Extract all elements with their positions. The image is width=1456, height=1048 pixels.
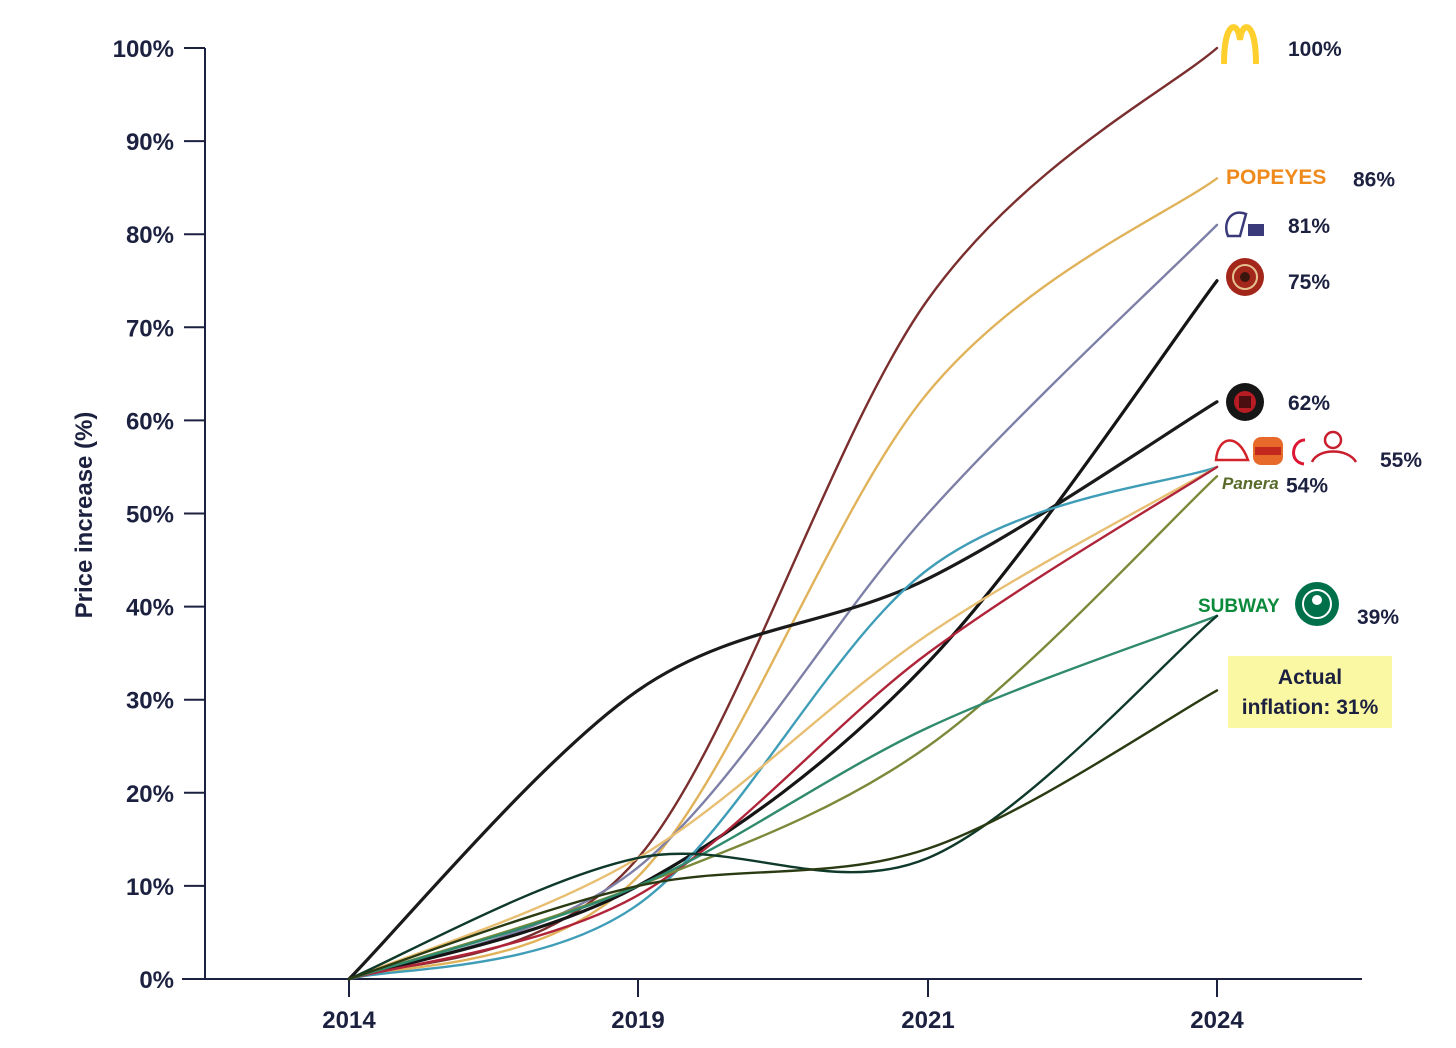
wendys-icon — [1312, 432, 1356, 462]
panera-logo: Panera — [1222, 474, 1279, 493]
subway-logo: SUBWAY — [1198, 596, 1280, 617]
popeyes-logo: POPEYES — [1226, 166, 1326, 189]
wingstop-icon — [1226, 383, 1264, 421]
y-axis-label: Price increase (%) — [71, 412, 98, 619]
y-tick-label: 60% — [126, 408, 174, 435]
y-tick-label: 20% — [126, 781, 174, 808]
series-line-8 — [349, 467, 1217, 979]
end-label-39: 39% — [1357, 606, 1399, 629]
end-label-81: 81% — [1288, 215, 1330, 238]
y-tick-label: 80% — [126, 222, 174, 249]
y-tick-label: 50% — [126, 502, 174, 529]
end-label-54: 54% — [1286, 474, 1328, 497]
y-tick-label: 70% — [126, 315, 174, 342]
chick-fil-a-icon — [1294, 440, 1305, 464]
burger-king-icon — [1253, 437, 1283, 465]
series-line-7 — [349, 467, 1217, 979]
series-line-2 — [349, 178, 1217, 979]
chipotle-icon — [1226, 258, 1264, 296]
brand-logos: POPEYES Panera SUBWAY — [1198, 27, 1356, 626]
x-tick-label: 2021 — [901, 1007, 954, 1034]
end-label-62: 62% — [1288, 392, 1330, 415]
y-tick-label: 100% — [113, 36, 174, 63]
series-line-9 — [349, 476, 1217, 979]
y-tick-label: 0% — [139, 967, 174, 994]
end-label-100: 100% — [1288, 38, 1342, 61]
y-tick-label: 30% — [126, 688, 174, 715]
mcdonalds-arches-icon — [1224, 27, 1256, 64]
series-line-12 — [349, 690, 1217, 979]
arbys-icon — [1216, 440, 1248, 460]
y-tick-label: 40% — [126, 595, 174, 622]
series-lines — [349, 48, 1217, 979]
starbucks-icon — [1295, 582, 1339, 626]
x-ticks: 2014 2019 2021 2024 — [322, 979, 1244, 1034]
taco-bell-icon — [1226, 213, 1264, 236]
x-tick-label: 2024 — [1190, 1007, 1244, 1034]
axes — [182, 48, 1362, 979]
end-label-86: 86% — [1353, 168, 1395, 191]
end-label-55: 55% — [1380, 449, 1422, 472]
y-tick-label: 90% — [126, 129, 174, 156]
series-line-10 — [349, 616, 1217, 979]
end-label-75: 75% — [1288, 271, 1330, 294]
x-tick-label: 2019 — [611, 1007, 664, 1034]
series-line-11 — [349, 616, 1217, 979]
x-tick-label: 2014 — [322, 1007, 376, 1034]
inflation-annotation-line2: inflation: 31% — [1242, 696, 1379, 719]
series-line-5 — [349, 402, 1217, 979]
series-line-4 — [349, 281, 1217, 979]
series-line-6 — [349, 467, 1217, 979]
inflation-annotation-line1: Actual — [1278, 666, 1342, 689]
y-ticks: 0% 10% 20% 30% 40% 50% 60% 70% 80% 90% 100% — [113, 36, 205, 994]
y-tick-label: 10% — [126, 874, 174, 901]
end-value-labels: 100% 86% 81% 75% 62% 55% 54% 39% — [1286, 38, 1422, 629]
